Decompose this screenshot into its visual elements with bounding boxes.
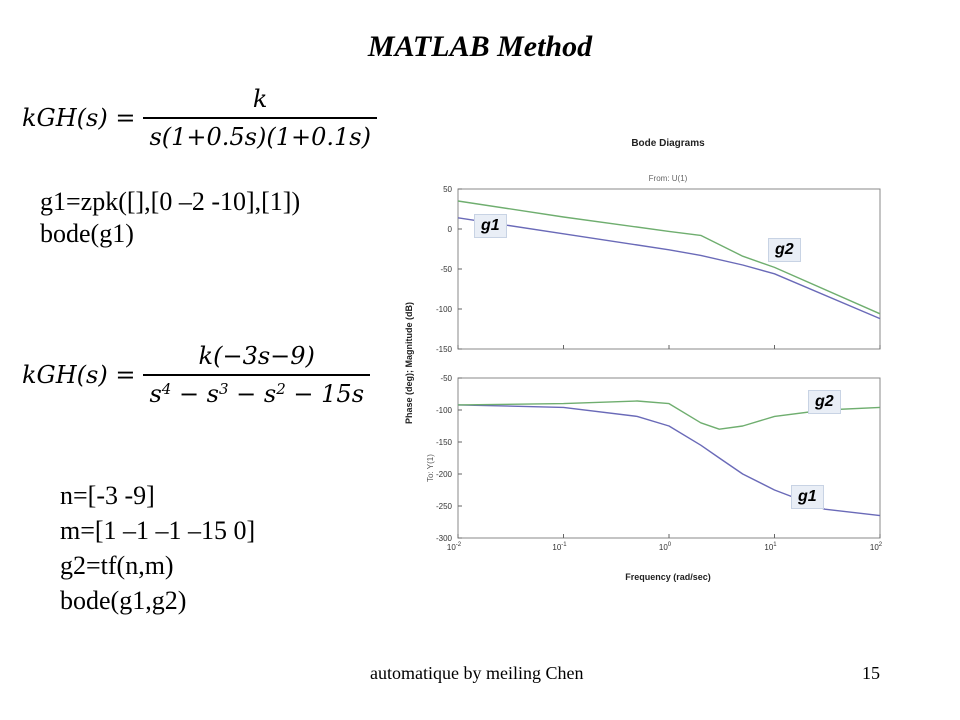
formula-denominator: s(1+0.5s)(1+0.1s) <box>143 117 377 151</box>
magnitude-y-tick-label: 0 <box>448 225 453 234</box>
magnitude-y-tick-label: 50 <box>443 185 452 194</box>
x-tick-label: 10-1 <box>552 542 567 552</box>
phase-y-tick-label: -250 <box>436 502 453 511</box>
code-line: n=[-3 -9] <box>60 481 155 510</box>
x-tick-label: 102 <box>870 542 883 552</box>
chart-title: Bode Diagrams <box>631 138 705 149</box>
callout-g1-phase: g1 <box>791 485 824 509</box>
callout-g2-phase: g2 <box>808 390 841 414</box>
code-block-2: n=[-3 -9] m=[1 –1 –1 –15 0] g2=tf(n,m) b… <box>60 478 255 618</box>
x-tick-label: 101 <box>764 542 777 552</box>
code-line: bode(g1,g2) <box>60 586 187 615</box>
callout-g1-magnitude: g1 <box>474 214 507 238</box>
code-line: bode(g1) <box>40 219 134 248</box>
page-number: 15 <box>862 663 880 683</box>
formula-fraction: k(−3s−9) s4 − s3 − s2 − 15s <box>143 342 371 408</box>
callout-g2-magnitude: g2 <box>768 238 801 262</box>
phase-series-g2 <box>457 400 881 430</box>
formula-numerator: k <box>252 85 268 113</box>
transfer-function-2: kGH(s) = k(−3s−9) s4 − s3 − s2 − 15s <box>22 342 371 408</box>
phase-y-tick-label: -100 <box>436 406 453 415</box>
y-axis-label: Phase (deg); Magnitude (dB) <box>404 302 414 424</box>
code-line: m=[1 –1 –1 –15 0] <box>60 516 256 545</box>
formula-denominator: s4 − s3 − s2 − 15s <box>143 374 371 408</box>
magnitude-series-g2 <box>457 200 881 315</box>
magnitude-y-tick-label: -100 <box>436 305 453 314</box>
footer-text: automatique by meiling Chen <box>370 663 584 683</box>
phase-y-tick-label: -300 <box>436 534 453 543</box>
bode-chart: Bode Diagrams From: U(1) 50 0 -50 -100 -150 -50… <box>404 138 883 582</box>
phase-y-tick-label: -150 <box>436 438 453 447</box>
code-line: g1=zpk([],[0 –2 -10],[1]) <box>40 187 301 216</box>
x-tick-label: 10-2 <box>447 542 462 552</box>
formula-lhs: kGH(s) = <box>22 361 136 389</box>
slide-title: MATLAB Method <box>367 30 593 63</box>
magnitude-axes-box <box>457 188 881 350</box>
code-block-1: g1=zpk([],[0 –2 -10],[1]) bode(g1) <box>40 186 300 250</box>
phase-y-tick-label: -50 <box>440 374 452 383</box>
chart-subtitle: From: U(1) <box>649 174 688 183</box>
formula-lhs: kGH(s) = <box>22 104 136 132</box>
y-axis-output-label: To: Y(1) <box>426 454 435 482</box>
formula-fraction: k s(1+0.5s)(1+0.1s) <box>143 85 377 151</box>
magnitude-y-tick-label: -150 <box>436 345 453 354</box>
formula-numerator: k(−3s−9) <box>198 342 315 370</box>
x-axis-label: Frequency (rad/sec) <box>625 572 711 582</box>
magnitude-series-g1 <box>457 217 881 320</box>
x-tick-label: 100 <box>659 542 672 552</box>
transfer-function-1: kGH(s) = k s(1+0.5s)(1+0.1s) <box>22 85 377 151</box>
magnitude-y-tick-label: -50 <box>440 265 452 274</box>
code-line: g2=tf(n,m) <box>60 551 174 580</box>
phase-y-tick-label: -200 <box>436 470 453 479</box>
